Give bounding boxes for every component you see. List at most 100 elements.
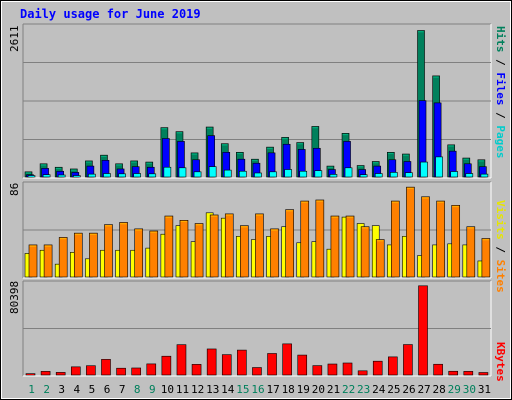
legend-visits: Visits (494, 200, 507, 240)
bar-sites-day-4 (73, 232, 83, 278)
x-label-day-4: 4 (74, 383, 81, 396)
bar-sites-day-5 (89, 232, 98, 278)
bar-pages-day-16 (254, 172, 262, 178)
y-max-label-hits: 2611 (8, 26, 21, 53)
x-label-day-11: 11 (176, 383, 189, 396)
x-label-day-2: 2 (43, 383, 50, 396)
legend-kbytes: KBytes (494, 342, 507, 382)
bar-sites-day-20 (315, 199, 325, 278)
legend-pages: Pages (494, 125, 507, 158)
x-label-day-12: 12 (191, 383, 204, 396)
bar-pages-day-1 (27, 175, 36, 178)
bar-sites-day-18 (285, 209, 294, 278)
bar-sites-day-17 (270, 228, 279, 278)
bar-kbytes-day-31 (478, 372, 489, 376)
legend-hits: Hits (494, 26, 507, 53)
bar-pages-day-26 (405, 172, 413, 178)
bar-sites-day-27 (421, 196, 430, 278)
panel-kbytes (22, 280, 492, 377)
bar-pages-day-3 (57, 174, 66, 178)
legend-right-panel-1: Hits / Files / Pages (494, 26, 507, 159)
bar-kbytes-day-30 (463, 371, 474, 376)
bar-sites-day-6 (104, 224, 113, 278)
bar-pages-day-18 (284, 169, 292, 178)
bar-pages-day-19 (299, 170, 308, 178)
x-label-day-8: 8 (134, 383, 141, 396)
bar-sites-day-11 (179, 220, 189, 278)
bar-pages-day-13 (208, 166, 217, 178)
x-label-day-5: 5 (89, 383, 96, 396)
y-max-label-visits: 86 (8, 183, 21, 196)
bar-sites-day-19 (300, 200, 310, 278)
bar-sites-day-25 (391, 200, 400, 278)
bar-kbytes-day-25 (388, 356, 398, 376)
chart-title: Daily usage for June 2019 (20, 7, 201, 21)
bar-kbytes-day-16 (252, 367, 262, 376)
bar-kbytes-day-26 (403, 344, 413, 376)
bar-sites-day-8 (134, 228, 143, 278)
x-label-day-7: 7 (119, 383, 126, 396)
x-label-day-20: 20 (312, 383, 325, 396)
legend-sites: Sites (494, 260, 507, 293)
bar-kbytes-day-10 (161, 355, 172, 376)
bar-kbytes-day-8 (131, 367, 141, 376)
bar-pages-day-22 (344, 167, 353, 178)
bar-kbytes-day-11 (176, 344, 187, 376)
bar-kbytes-day-2 (40, 371, 51, 376)
bar-pages-day-7 (118, 173, 126, 178)
bar-sites-day-21 (330, 215, 340, 278)
x-label-day-21: 21 (327, 383, 340, 396)
bar-sites-day-16 (255, 213, 264, 278)
bar-kbytes-day-28 (433, 363, 443, 376)
x-label-day-25: 25 (387, 383, 400, 396)
bar-pages-day-12 (193, 171, 202, 178)
bar-pages-day-31 (480, 173, 489, 178)
bar-pages-day-15 (239, 170, 247, 178)
bar-pages-day-14 (223, 169, 232, 178)
bar-sites-day-29 (451, 205, 461, 278)
bar-sites-day-12 (194, 223, 204, 278)
x-label-day-24: 24 (372, 383, 386, 396)
bar-kbytes-day-6 (101, 359, 111, 376)
bar-sites-day-3 (58, 237, 68, 278)
x-label-day-3: 3 (58, 383, 65, 396)
bar-kbytes-day-14 (221, 354, 232, 376)
x-label-day-18: 18 (282, 383, 295, 396)
bar-kbytes-day-21 (327, 363, 338, 376)
bar-pages-day-6 (103, 173, 111, 178)
x-label-day-15: 15 (236, 383, 249, 396)
bar-pages-day-20 (314, 170, 323, 178)
bar-sites-day-24 (375, 239, 385, 278)
x-label-day-16: 16 (251, 383, 264, 396)
x-label-day-29: 29 (448, 383, 461, 396)
bar-sites-day-31 (481, 238, 491, 278)
bar-kbytes-day-29 (448, 370, 459, 376)
bar-pages-day-30 (465, 173, 474, 178)
bar-pages-day-8 (133, 173, 141, 178)
x-label-day-1: 1 (28, 383, 35, 396)
bar-kbytes-day-1 (25, 373, 36, 376)
bar-sites-day-9 (149, 230, 159, 278)
x-label-day-19: 19 (297, 383, 310, 396)
bar-sites-day-2 (43, 244, 53, 278)
panel-visits-sites (22, 181, 492, 279)
x-label-day-22: 22 (342, 383, 355, 396)
x-label-day-17: 17 (266, 383, 279, 396)
legend-right-panel-3: KBytes (494, 342, 507, 382)
bar-sites-day-23 (360, 226, 370, 278)
x-label-day-14: 14 (221, 383, 235, 396)
bar-kbytes-day-7 (116, 367, 126, 376)
bar-pages-day-29 (450, 171, 459, 178)
bar-pages-day-27 (420, 161, 428, 178)
panel-pages-files-hits (22, 23, 492, 179)
bar-pages-day-2 (42, 174, 51, 178)
bar-sites-day-1 (28, 244, 38, 278)
bar-kbytes-day-13 (206, 348, 217, 376)
bar-pages-day-4 (72, 175, 81, 178)
svg-text:Hits / Files / Pages: Hits / Files / Pages (494, 26, 507, 159)
bar-sites-day-22 (345, 215, 355, 278)
svg-text:KBytes: KBytes (494, 342, 507, 382)
bar-sites-day-14 (224, 213, 234, 278)
